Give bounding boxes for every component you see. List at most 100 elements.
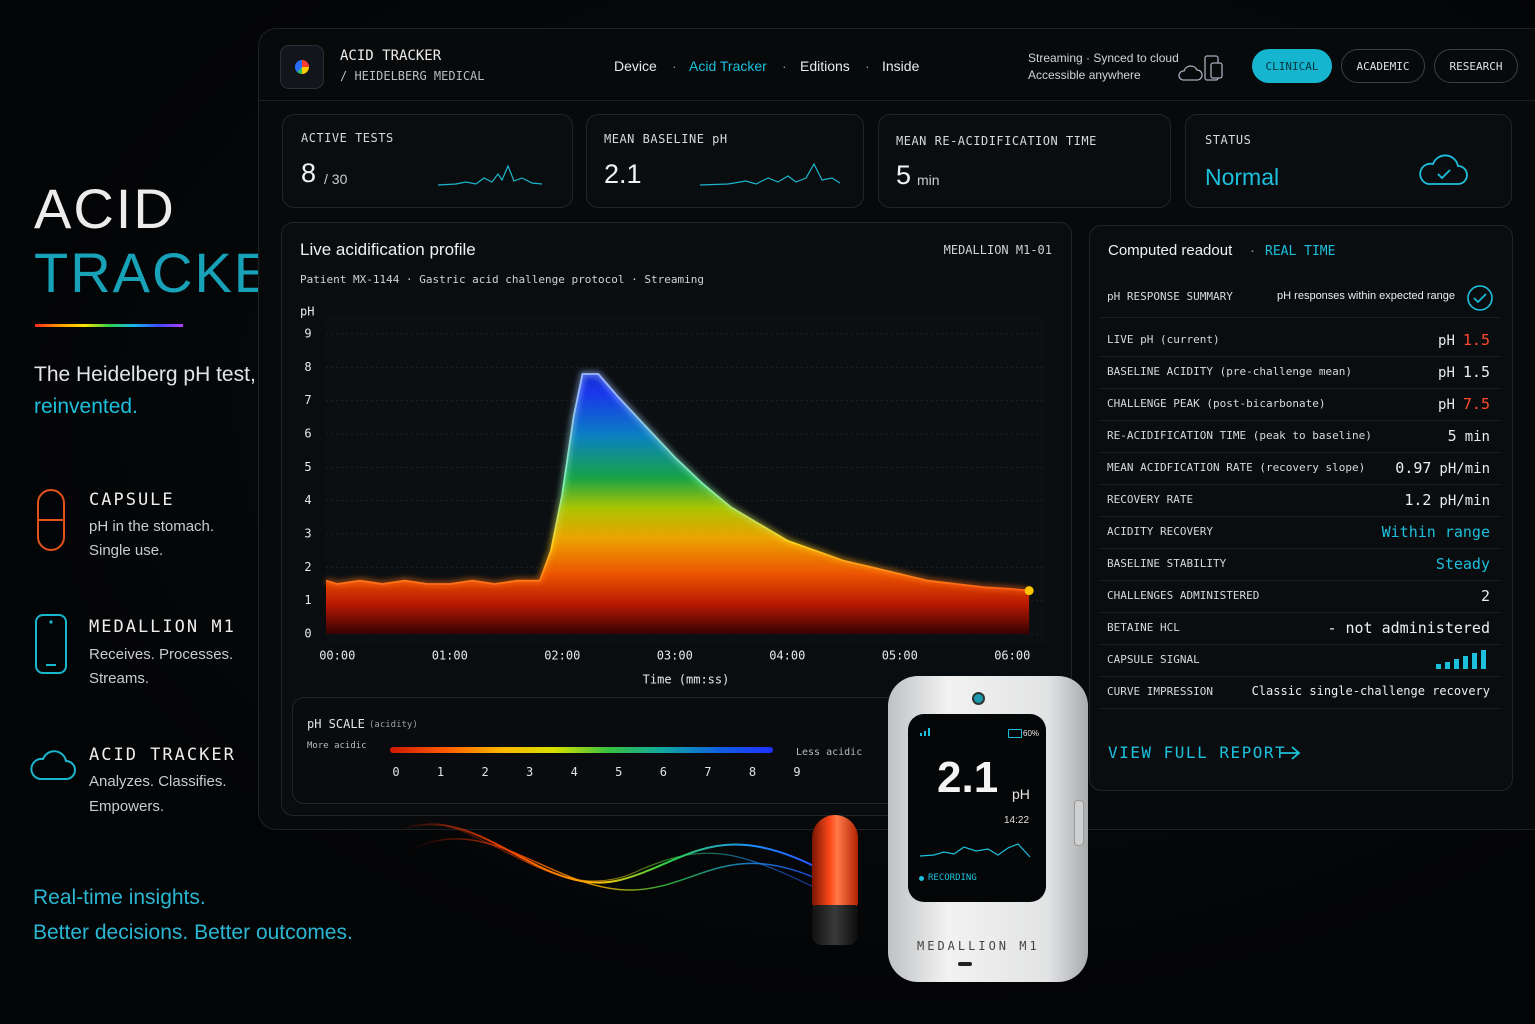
ph-scale-note: (acidity) xyxy=(369,720,418,730)
row-divider xyxy=(1100,548,1500,549)
row-divider xyxy=(1100,317,1500,318)
kpi-label: MEAN RE-ACIDIFICATION TIME xyxy=(896,134,1097,148)
kpi-label: MEAN BASELINE pH xyxy=(604,132,728,146)
y-tick-label: 5 xyxy=(304,460,311,474)
y-tick-label: 2 xyxy=(304,560,311,574)
row-divider xyxy=(1100,388,1500,389)
x-tick-label: 04:00 xyxy=(769,649,805,663)
nav-separator: · xyxy=(865,58,870,74)
mode-button[interactable]: RESEARCH xyxy=(1434,49,1518,83)
ph-scale-tick: 2 xyxy=(481,765,489,779)
device-name: MEDALLION M1 xyxy=(917,939,1040,953)
chart-subtitle: Patient MX-1144 · Gastric acid challenge… xyxy=(300,273,704,286)
readout-label: CHALLENGE PEAK (post-bicarbonate) xyxy=(1107,397,1326,410)
y-tick-label: 3 xyxy=(304,527,311,541)
brand-line1: ACID xyxy=(34,177,176,240)
device-signal xyxy=(920,728,930,736)
nav-link[interactable]: Editions xyxy=(800,58,850,74)
chart-title: Live acidification profile xyxy=(300,240,476,259)
x-tick-label: 03:00 xyxy=(657,649,693,663)
readout-label: CURVE IMPRESSION xyxy=(1107,685,1213,698)
readout-value: Classic single-challenge recovery xyxy=(1251,684,1490,698)
ph-scale-tick: 8 xyxy=(748,765,757,779)
readout-value-group: 1.2 pH/min xyxy=(1404,491,1490,509)
cloud-icon xyxy=(30,750,76,780)
feature-line: Streams. xyxy=(89,670,150,687)
row-divider xyxy=(1100,516,1500,517)
readout-value-group: 0.97 pH/min xyxy=(1395,459,1490,477)
kpi-value: 5 xyxy=(896,160,912,190)
readout-label: CAPSULE SIGNAL xyxy=(1107,653,1200,666)
readout-title: Computed readout xyxy=(1108,242,1233,259)
mode-button[interactable]: ACADEMIC xyxy=(1341,49,1425,83)
nav-link[interactable]: Inside xyxy=(882,58,920,74)
readout-value: 7.5 xyxy=(1462,394,1490,413)
kpi-value: 8 xyxy=(301,158,317,188)
readout-value: 1.2 xyxy=(1404,490,1432,509)
tagline: The Heidelberg pH test, xyxy=(34,363,256,386)
status-cloud-icon xyxy=(1419,154,1468,185)
readout-separator: · xyxy=(1250,242,1255,259)
area-fill xyxy=(326,374,1030,634)
readout-value: 1.5 xyxy=(1462,362,1490,381)
nav-link[interactable]: Acid Tracker xyxy=(689,58,767,74)
ph-scale-tick: 0 xyxy=(392,765,400,779)
feature-line: Single use. xyxy=(89,542,164,559)
readout-label: RECOVERY RATE xyxy=(1107,493,1194,506)
tagline-accent: reinvented. xyxy=(34,395,138,418)
chart-device: MEDALLION M1-01 xyxy=(943,243,1052,257)
mode-button[interactable]: CLINICAL xyxy=(1252,49,1332,83)
org-name: / HEIDELBERG MEDICAL xyxy=(340,69,485,83)
kpi-label: ACTIVE TESTS xyxy=(301,131,394,145)
light-wave xyxy=(399,819,841,901)
sparkline xyxy=(699,162,841,186)
feature-title: ACID TRACKER xyxy=(89,745,236,765)
readout-value-group: 5 min xyxy=(1448,427,1490,445)
row-divider xyxy=(1100,356,1500,357)
sync-icon xyxy=(1178,55,1223,81)
ph-scale-tick: 3 xyxy=(526,765,534,779)
y-tick-label: 8 xyxy=(304,360,311,374)
nav-link[interactable]: Device xyxy=(614,58,657,74)
readout-value: Steady xyxy=(1435,554,1490,573)
app-name: ACID TRACKER xyxy=(340,48,442,64)
feature-line: Receives. Processes. xyxy=(89,646,234,663)
ph-scale-tick: 6 xyxy=(659,765,667,779)
recording-dot xyxy=(919,876,924,881)
readout-value-group: Classic single-challenge recovery xyxy=(1252,684,1490,698)
feature-line: Analyzes. Classifies. xyxy=(89,773,227,790)
sync-status: Streaming · Synced to cloud xyxy=(1028,51,1179,65)
check-icon xyxy=(1467,285,1493,311)
capsule-icon xyxy=(37,489,65,551)
arrow-icon[interactable] xyxy=(1278,744,1302,762)
sparkline xyxy=(437,164,543,186)
device-battery: 60% xyxy=(1023,729,1040,738)
ph-scale-left: More acidic xyxy=(307,741,367,751)
row-divider xyxy=(1100,708,1500,709)
y-tick-label: 1 xyxy=(304,593,311,607)
readout-badge: REAL TIME xyxy=(1265,244,1336,259)
ph-scale-title: pH SCALE xyxy=(307,717,365,731)
device-value: 2.1 xyxy=(937,753,999,802)
readout-label: CHALLENGES ADMINISTERED xyxy=(1107,589,1260,602)
readout-panel xyxy=(1089,225,1513,791)
report-link[interactable]: VIEW FULL REPORT xyxy=(1108,743,1287,762)
row-divider xyxy=(1100,644,1500,645)
capsule-base xyxy=(812,905,858,945)
row-divider xyxy=(1100,612,1500,613)
readout-value: pH responses within expected range xyxy=(1277,289,1455,302)
device-status: RECORDING xyxy=(928,873,977,883)
acidification-chart: pH 0 1 2 3 4 5 6 7 8 9 00:00 01:00 02:00 03:00 04:00 05:… xyxy=(300,305,1046,687)
device-time: 14:22 xyxy=(1004,815,1030,826)
readout-value: 0.97 xyxy=(1395,458,1432,477)
device-button xyxy=(1074,800,1084,846)
ph-scale-tick: 9 xyxy=(793,765,801,779)
readout-prefix: pH xyxy=(1438,396,1455,413)
logo xyxy=(280,45,324,89)
device-screen xyxy=(908,714,1046,902)
kpi-value: Normal xyxy=(1205,164,1280,190)
readout-label: LIVE pH (current) xyxy=(1107,333,1220,346)
readout-label: BASELINE STABILITY xyxy=(1107,557,1227,570)
kpi-unit: / 30 xyxy=(324,171,348,187)
